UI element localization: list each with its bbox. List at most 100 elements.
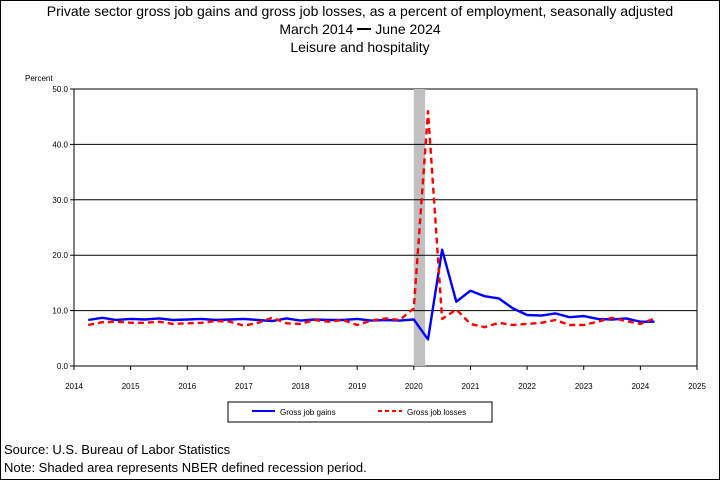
y-tick-label: 0.0 xyxy=(57,362,69,371)
x-tick-label: 2017 xyxy=(235,382,253,391)
data-point-gains xyxy=(172,319,174,321)
data-point-losses xyxy=(328,320,330,322)
data-point-gains xyxy=(271,320,273,322)
data-point-losses xyxy=(639,323,641,325)
data-point-gains xyxy=(87,319,89,321)
data-point-gains xyxy=(554,312,556,314)
data-point-losses xyxy=(299,323,301,325)
x-tick-label: 2016 xyxy=(178,382,196,391)
series-line-losses xyxy=(87,109,655,329)
data-point-gains xyxy=(186,318,188,320)
data-point-losses xyxy=(455,308,457,310)
y-axis-label: Percent xyxy=(25,74,53,83)
data-point-gains xyxy=(455,301,457,303)
data-point-gains xyxy=(512,307,514,309)
y-tick-label: 20.0 xyxy=(52,251,68,260)
x-tick-label: 2018 xyxy=(292,382,310,391)
data-point-losses xyxy=(285,322,287,324)
data-point-losses xyxy=(611,317,613,319)
data-point-losses xyxy=(214,320,216,322)
data-point-gains xyxy=(158,317,160,319)
data-point-gains xyxy=(540,314,542,316)
data-point-gains xyxy=(144,318,146,320)
date-range-start: March 2014 xyxy=(279,21,354,37)
data-point-losses xyxy=(172,323,174,325)
legend: Gross job gains Gross job losses xyxy=(227,401,493,423)
data-point-losses xyxy=(158,320,160,322)
data-point-losses xyxy=(413,307,415,309)
data-point-losses xyxy=(129,322,131,324)
data-point-losses xyxy=(356,324,358,326)
data-point-gains xyxy=(229,318,231,320)
data-point-gains xyxy=(356,318,358,320)
data-point-losses xyxy=(540,322,542,324)
data-point-losses xyxy=(568,324,570,326)
data-point-gains xyxy=(625,317,627,319)
data-point-gains xyxy=(597,318,599,320)
y-tick-label: 40.0 xyxy=(52,140,68,149)
x-tick-label: 2022 xyxy=(518,382,536,391)
x-tick-label: 2019 xyxy=(348,382,366,391)
data-point-gains xyxy=(243,318,245,320)
data-point-losses xyxy=(370,319,372,321)
y-tick-label: 10.0 xyxy=(52,307,68,316)
x-tick-label: 2023 xyxy=(575,382,593,391)
data-point-losses xyxy=(469,323,471,325)
data-point-gains xyxy=(441,248,443,250)
recession-band xyxy=(413,89,426,366)
data-point-losses xyxy=(186,322,188,324)
series-line-gains xyxy=(88,248,655,341)
data-point-gains xyxy=(257,319,259,321)
y-axis: 0.0 10.0 20.0 30.0 40.0 50.0 xyxy=(52,85,74,371)
data-point-gains xyxy=(427,338,429,340)
data-point-gains xyxy=(526,314,528,316)
data-point-losses xyxy=(101,321,103,323)
data-point-losses xyxy=(653,317,655,319)
data-point-losses xyxy=(229,320,231,322)
x-tick-label: 2021 xyxy=(462,382,480,391)
legend-label-gains: Gross job gains xyxy=(280,408,336,417)
data-point-losses xyxy=(271,317,273,319)
data-point-losses xyxy=(597,320,599,322)
data-point-losses xyxy=(583,324,585,326)
data-point-losses xyxy=(342,319,344,321)
grid-layer xyxy=(74,143,697,312)
data-point-losses xyxy=(87,324,89,326)
data-point-losses xyxy=(441,318,443,320)
x-tick-label: 2015 xyxy=(122,382,140,391)
data-point-gains xyxy=(568,316,570,318)
chart-industry: Leisure and hospitality xyxy=(290,39,430,55)
legend-label-losses: Gross job losses xyxy=(407,408,466,417)
data-point-losses xyxy=(483,326,485,328)
plot-area xyxy=(73,88,698,367)
legend-box xyxy=(227,401,493,423)
source-note: Source: U.S. Bureau of Labor Statistics xyxy=(4,442,231,457)
data-point-losses xyxy=(498,322,500,324)
chart-date-range: March 2014 June 2024 xyxy=(279,20,440,38)
recession-note: Note: Shaded area represents NBER define… xyxy=(4,460,367,475)
data-point-gains xyxy=(498,297,500,299)
data-point-losses xyxy=(115,320,117,322)
data-point-losses xyxy=(512,324,514,326)
data-point-losses xyxy=(625,320,627,322)
data-point-losses xyxy=(526,323,528,325)
data-point-losses xyxy=(314,319,316,321)
x-tick-label: 2014 xyxy=(65,382,83,391)
x-axis: 2014 2015 2016 2017 2018 2019 2020 2021 2022 2023… xyxy=(65,366,706,391)
data-point-losses xyxy=(554,319,556,321)
x-tick-label: 2020 xyxy=(405,382,423,391)
data-point-gains xyxy=(299,319,301,321)
data-point-gains xyxy=(285,317,287,319)
series-layer xyxy=(87,109,655,341)
data-point-losses xyxy=(200,322,202,324)
data-point-losses xyxy=(427,110,429,112)
data-point-losses xyxy=(243,324,245,326)
data-point-gains xyxy=(583,315,585,317)
data-point-losses xyxy=(398,319,400,321)
data-point-losses xyxy=(257,322,259,324)
data-point-gains xyxy=(200,318,202,320)
date-range-end: June 2024 xyxy=(375,21,441,37)
data-point-losses xyxy=(144,322,146,324)
data-point-gains xyxy=(483,295,485,297)
